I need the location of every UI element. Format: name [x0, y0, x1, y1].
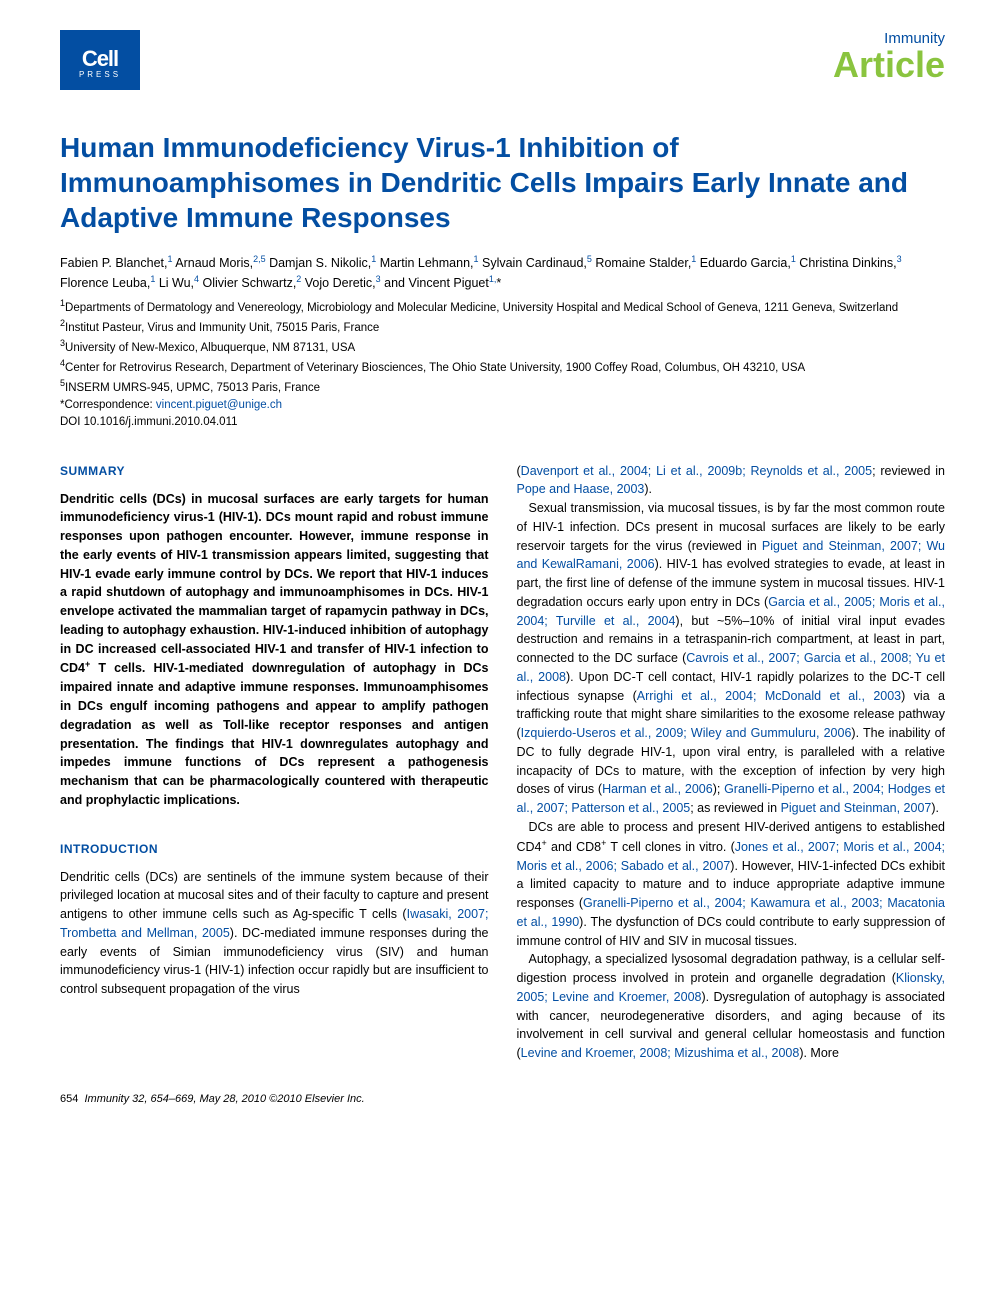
affiliation-4: 4Center for Retrovirus Research, Departm… [60, 357, 945, 377]
page-header: Cell PRESS Immunity Article [60, 30, 945, 90]
logo-sub-text: PRESS [79, 70, 121, 79]
text-columns: SUMMARY Dendritic cells (DCs) in mucosal… [60, 462, 945, 1063]
journal-block: Immunity Article [833, 30, 945, 83]
citation: Jones et al., 2007; Moris et al., 2004; … [517, 840, 946, 873]
citation: Granelli-Piperno et al., 2004; Kawamura … [517, 896, 946, 929]
citation: Piguet and Steinman, 2007; Wu and KewalR… [517, 539, 946, 572]
citation: Izquierdo-Useros et al., 2009; Wiley and… [521, 726, 852, 740]
right-column: (Davenport et al., 2004; Li et al., 2009… [517, 462, 946, 1063]
citation: Harman et al., 2006 [602, 782, 713, 796]
intro-para-2: Sexual transmission, via mucosal tissues… [517, 499, 946, 818]
intro-para-1: Dendritic cells (DCs) are sentinels of t… [60, 868, 489, 999]
citation: Pope and Haase, 2003 [517, 482, 645, 496]
article-type: Article [833, 47, 945, 83]
logo-main-text: Cell [82, 46, 118, 72]
citation: Davenport et al., 2004; Li et al., 2009b… [521, 464, 872, 478]
author-list: Fabien P. Blanchet,1 Arnaud Moris,2,5 Da… [60, 253, 945, 293]
intro-para-3: DCs are able to process and present HIV-… [517, 818, 946, 950]
correspondence: *Correspondence: vincent.piguet@unige.ch [60, 397, 945, 414]
introduction-heading: INTRODUCTION [60, 840, 489, 858]
summary-text: Dendritic cells (DCs) in mucosal surface… [60, 490, 489, 810]
citation: Iwasaki, 2007; Trombetta and Mellman, 20… [60, 907, 488, 940]
intro-para-1-cont: (Davenport et al., 2004; Li et al., 2009… [517, 462, 946, 500]
intro-para-4: Autophagy, a specialized lysosomal degra… [517, 950, 946, 1063]
affiliation-3: 3University of New-Mexico, Albuquerque, … [60, 337, 945, 357]
footer-citation: Immunity 32, 654–669, May 28, 2010 ©2010… [84, 1093, 364, 1105]
citation: Klionsky, 2005; Levine and Kroemer, 2008 [517, 971, 946, 1004]
correspondence-email-link[interactable]: vincent.piguet@unige.ch [156, 399, 282, 411]
affiliation-5: 5INSERM UMRS-945, UPMC, 75013 Paris, Fra… [60, 377, 945, 397]
affiliation-2: 2Institut Pasteur, Virus and Immunity Un… [60, 317, 945, 337]
article-title: Human Immunodeficiency Virus-1 Inhibitio… [60, 130, 945, 235]
cell-press-logo: Cell PRESS [60, 30, 140, 90]
citation: Arrighi et al., 2004; McDonald et al., 2… [637, 689, 901, 703]
affiliations: 1Departments of Dermatology and Venereol… [60, 297, 945, 432]
left-column: SUMMARY Dendritic cells (DCs) in mucosal… [60, 462, 489, 1063]
page-footer: 654 Immunity 32, 654–669, May 28, 2010 ©… [60, 1093, 945, 1105]
citation: Garcia et al., 2005; Moris et al., 2004;… [517, 595, 946, 628]
summary-heading: SUMMARY [60, 462, 489, 480]
citation: Levine and Kroemer, 2008; Mizushima et a… [521, 1046, 800, 1060]
citation: Cavrois et al., 2007; Garcia et al., 200… [517, 651, 945, 684]
page-container: Cell PRESS Immunity Article Human Immuno… [0, 0, 1005, 1135]
page-number: 654 [60, 1093, 78, 1105]
citation: Piguet and Steinman, 2007 [781, 801, 932, 815]
doi: DOI 10.1016/j.immuni.2010.04.011 [60, 414, 945, 431]
affiliation-1: 1Departments of Dermatology and Venereol… [60, 297, 945, 317]
